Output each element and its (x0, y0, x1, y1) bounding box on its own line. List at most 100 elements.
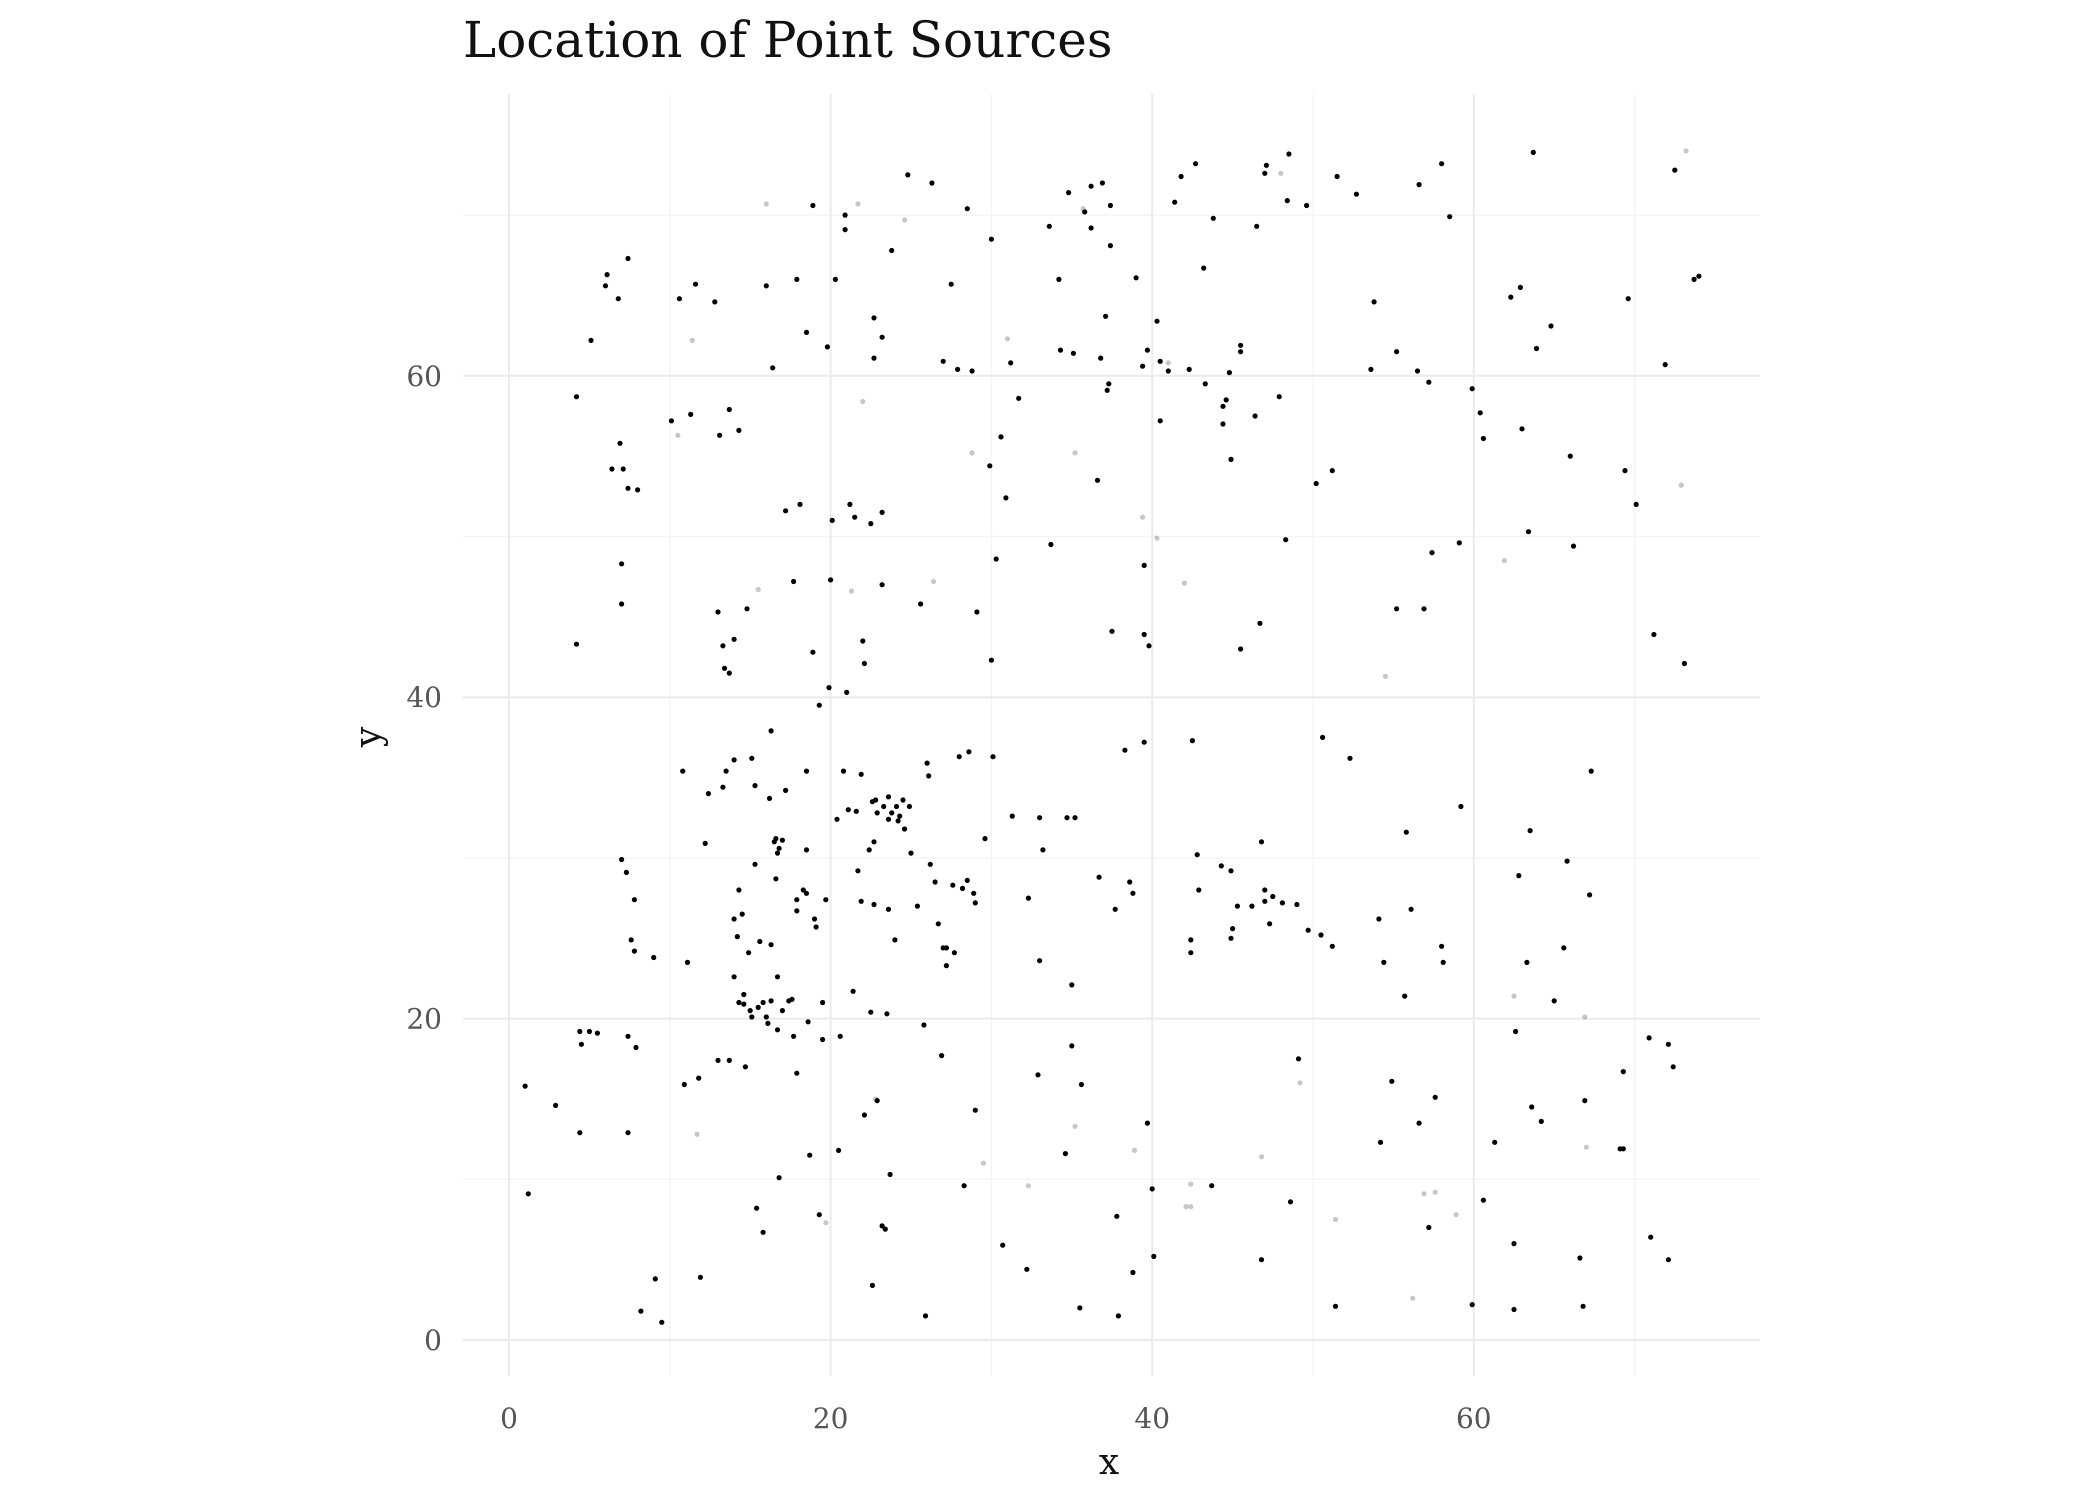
data-point (1458, 803, 1464, 810)
data-point (921, 1022, 927, 1028)
data-point (1570, 543, 1577, 549)
data-point (1258, 839, 1265, 845)
data-point (951, 950, 958, 956)
data-point (939, 1053, 945, 1059)
data-point (807, 1152, 813, 1158)
data-point (573, 641, 580, 647)
data-point (1048, 541, 1054, 548)
data-point (635, 487, 641, 493)
data-point (842, 227, 848, 233)
data-point (1270, 893, 1276, 900)
data-point (776, 845, 782, 851)
data-points (522, 148, 1702, 1325)
data-point (1456, 540, 1462, 546)
data-point (1146, 643, 1152, 649)
data-point (1088, 225, 1094, 231)
data-point (676, 296, 683, 302)
data-point (929, 180, 935, 186)
data-point (692, 281, 699, 287)
data-point (768, 942, 774, 948)
data-point (1189, 738, 1195, 744)
data-point (858, 898, 864, 904)
data-point (924, 760, 930, 766)
data-point (1279, 900, 1285, 906)
data-point (1320, 734, 1326, 741)
data-point (1257, 620, 1263, 626)
data-point (731, 974, 737, 980)
data-point (763, 1014, 769, 1020)
data-point (1511, 1306, 1517, 1313)
data-point (1440, 959, 1446, 966)
data-point (959, 885, 966, 892)
data-point (956, 754, 962, 760)
data-point (602, 283, 609, 289)
data-point (760, 999, 766, 1006)
data-point (1453, 1212, 1459, 1218)
data-point (1620, 1146, 1626, 1152)
data-point (1564, 858, 1570, 864)
data-point (810, 649, 816, 655)
data-point (726, 1057, 732, 1063)
data-point (1567, 453, 1573, 459)
data-point (1064, 815, 1070, 821)
chart-title: Location of Point Sources (463, 11, 1113, 69)
data-point (604, 272, 610, 278)
data-point (1480, 435, 1486, 442)
data-point (1410, 1295, 1416, 1301)
data-point (816, 1212, 822, 1218)
data-point (791, 1033, 797, 1039)
data-point (1691, 276, 1697, 282)
data-point (684, 959, 691, 966)
data-point (1223, 397, 1229, 403)
data-point (1492, 1139, 1498, 1145)
x-axis-ticks: 0 20 40 60 (500, 1402, 1492, 1435)
data-point (1107, 202, 1113, 209)
data-point (1004, 336, 1011, 342)
data-point (1620, 1069, 1626, 1075)
data-point (680, 768, 686, 774)
data-point (1633, 501, 1639, 507)
data-point (1193, 161, 1199, 167)
data-point (966, 749, 972, 755)
data-point (1580, 1303, 1586, 1309)
data-point (1508, 294, 1514, 300)
data-point (892, 937, 898, 943)
data-point (625, 1033, 631, 1039)
data-point (927, 861, 933, 867)
data-point (964, 877, 970, 884)
data-point (731, 916, 737, 922)
data-point (763, 283, 769, 289)
data-point (1157, 418, 1163, 424)
data-point (1665, 1041, 1671, 1047)
data-point (715, 1057, 721, 1063)
data-point (577, 1028, 583, 1035)
data-point (1088, 183, 1094, 189)
data-point (855, 201, 861, 207)
data-point (873, 1096, 879, 1102)
y-tick-label: 60 (406, 360, 442, 393)
data-point (754, 1205, 760, 1211)
data-point (824, 344, 831, 350)
data-point (1077, 1305, 1083, 1311)
data-point (736, 887, 742, 893)
data-point (1037, 958, 1043, 964)
data-point (1234, 903, 1240, 909)
data-point (1140, 363, 1146, 369)
data-point (675, 432, 681, 438)
data-point (1276, 394, 1282, 400)
data-point (836, 1147, 842, 1153)
data-point (961, 1183, 967, 1189)
data-point (1530, 149, 1536, 155)
data-point (905, 172, 911, 178)
data-point (1414, 368, 1421, 374)
data-point (1114, 1213, 1120, 1219)
data-point (1524, 959, 1530, 966)
data-point (789, 996, 795, 1002)
data-point (850, 988, 856, 994)
data-point (736, 427, 742, 433)
data-point (681, 1081, 687, 1088)
data-point (1538, 1118, 1544, 1124)
data-point (1082, 209, 1088, 215)
data-point (1304, 202, 1310, 209)
data-point (1527, 828, 1533, 834)
